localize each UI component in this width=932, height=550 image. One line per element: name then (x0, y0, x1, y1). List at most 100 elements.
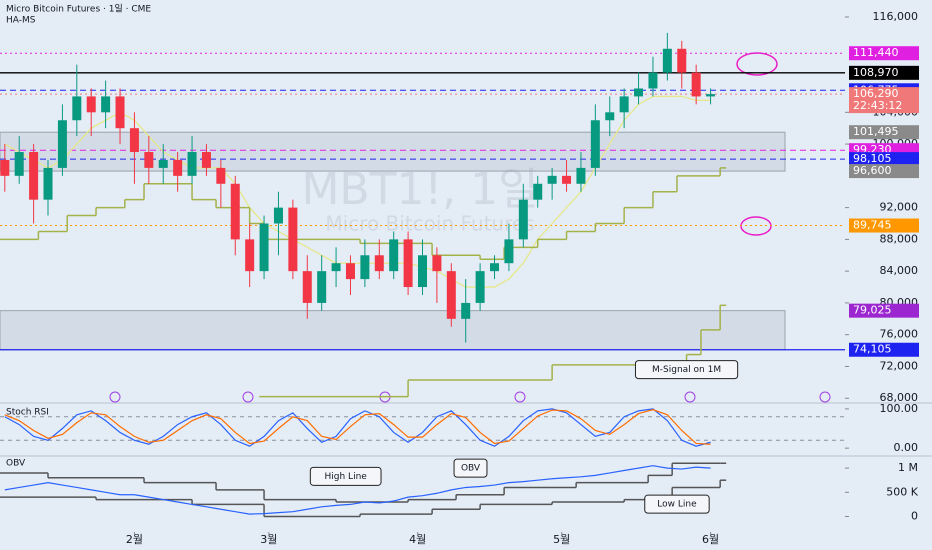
series-line (4, 409, 711, 445)
price-label-box (849, 65, 919, 80)
y-tick-label: 68,000 (880, 391, 919, 404)
candle-body (648, 72, 658, 89)
annotation: Low Line (644, 494, 710, 514)
price-label-box (849, 164, 919, 179)
candle-body (129, 128, 139, 153)
candle-body (158, 159, 168, 168)
y-tick-label: 1 M (898, 461, 918, 474)
indicator-name: HA-MS (6, 16, 36, 26)
candle-body (216, 167, 226, 184)
series-line (4, 408, 711, 447)
price-label-box (849, 218, 919, 233)
x-tick-label: 6월 (702, 533, 719, 546)
candle-body (418, 255, 427, 288)
candle-body (504, 239, 514, 264)
y-tick-label: 0 (911, 510, 918, 523)
candle-body (187, 152, 197, 176)
candle-body (230, 183, 240, 240)
candle-body (605, 112, 615, 121)
candle-body (345, 263, 355, 280)
annotation: High Line (309, 466, 382, 486)
price-label: 79,025 (853, 304, 892, 317)
candle-body (173, 159, 183, 176)
candle-body (331, 263, 341, 272)
y-tick-label: 72,000 (880, 359, 919, 372)
annotation: OBV (453, 458, 488, 478)
candle-body (29, 152, 39, 200)
pane-title: Stoch RSI (6, 408, 49, 418)
candle-body (432, 255, 442, 272)
y-tick-label: 0.00 (894, 441, 919, 454)
candle-body (101, 96, 111, 113)
price-label: 96,600 (853, 164, 892, 177)
price-label: 108,970 (853, 66, 899, 79)
annotation-box (634, 360, 739, 380)
y-tick-label: 116,000 (873, 10, 919, 23)
candle-body (389, 239, 399, 272)
annotation-text: OBV (461, 464, 481, 474)
x-tick-label: 3월 (260, 533, 277, 546)
pane-title: OBV (6, 459, 26, 469)
annotation-box (453, 458, 488, 478)
candle-body (259, 223, 269, 272)
candle-body (0, 159, 10, 176)
candle-body (144, 152, 154, 168)
annotation-text: M-Signal on 1M (652, 365, 721, 375)
price-label-box (849, 152, 919, 167)
price-label: 89,745 (853, 219, 892, 232)
y-tick-label: 76,000 (880, 328, 919, 341)
price-label-box (849, 303, 919, 318)
annotation-box (644, 494, 710, 514)
candle-body (403, 239, 413, 288)
candle-body (547, 175, 557, 184)
candle-body (619, 96, 629, 113)
candle-body (662, 48, 672, 73)
candle-body (201, 152, 211, 168)
y-tick-label: 84,000 (880, 264, 919, 277)
price-label: 101,495 (853, 125, 899, 138)
candle-body (86, 96, 96, 113)
chart-title: Micro Bitcoin Futures · 1일 · CME (6, 4, 151, 15)
annotation: M-Signal on 1M (634, 360, 739, 380)
candle-body (461, 302, 471, 319)
candle-body (706, 94, 716, 97)
price-label-box (849, 342, 919, 357)
y-tick-label: 88,000 (880, 232, 919, 245)
candle-body (518, 199, 528, 240)
countdown: 22:43:12 (853, 99, 902, 112)
watermark-subtitle: Micro Bitcoin Futures (325, 212, 534, 236)
candle-body (590, 120, 600, 168)
watermark: MBT1!, 1일 (301, 164, 538, 215)
candle-body (475, 271, 485, 303)
y-tick-label: 100.00 (880, 402, 919, 415)
candle-body (14, 152, 24, 176)
candle-body (533, 183, 543, 200)
candle-body (115, 96, 125, 129)
candle-body (302, 271, 312, 303)
candle-body (273, 207, 283, 224)
annotation-text: High Line (325, 472, 368, 482)
price-label-box (849, 125, 919, 140)
candle-body (288, 207, 298, 272)
candle-body (576, 167, 586, 184)
zone (0, 310, 786, 351)
x-tick-label: 5월 (553, 533, 570, 546)
candle-body (677, 48, 687, 73)
candle-body (245, 239, 255, 272)
price-label: 98,105 (853, 152, 892, 165)
price-label: 74,105 (853, 343, 892, 356)
candle-body (374, 255, 384, 272)
candle-body (360, 255, 370, 280)
candle-body (43, 167, 53, 200)
candle-body (490, 263, 500, 272)
candle-body (57, 120, 67, 168)
candle-body (691, 72, 701, 97)
event-icons (109, 391, 831, 403)
candle-body (562, 175, 572, 184)
price-label-box (849, 46, 919, 61)
candle-body (446, 271, 456, 319)
price-label-box (849, 87, 919, 114)
y-tick-label: 92,000 (880, 201, 919, 214)
annotation-box (309, 466, 382, 486)
